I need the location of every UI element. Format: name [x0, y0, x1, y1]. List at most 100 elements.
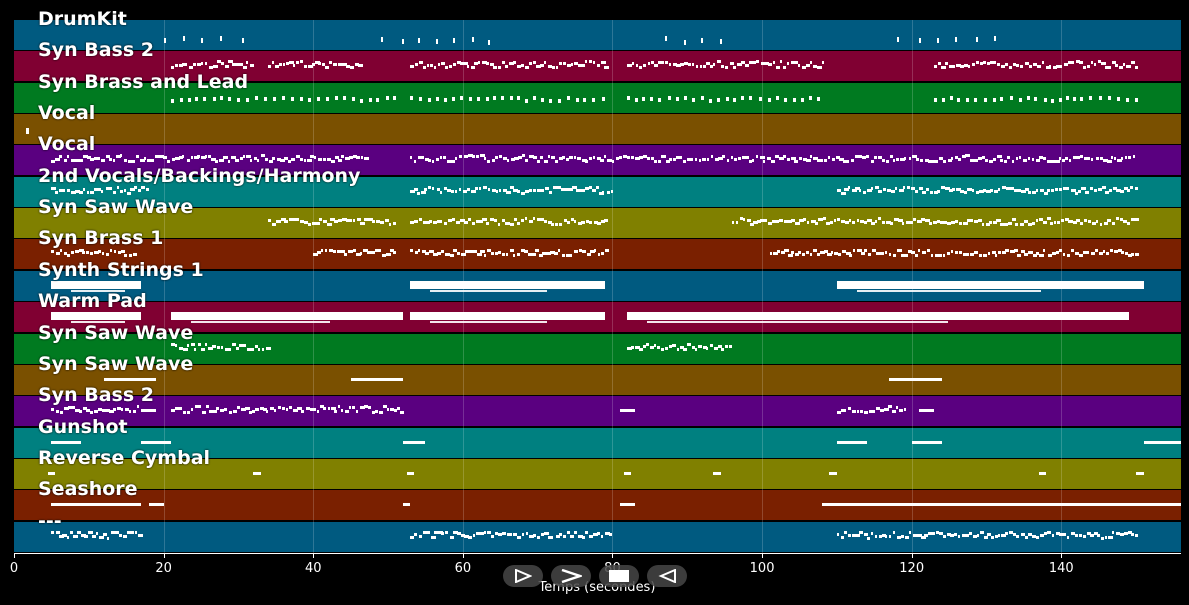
note — [187, 97, 191, 102]
note — [368, 217, 373, 221]
note — [388, 222, 392, 226]
note-block — [71, 321, 126, 324]
note — [1078, 534, 1082, 538]
note — [281, 96, 285, 101]
note — [1123, 187, 1129, 191]
note — [1032, 158, 1035, 162]
note — [1082, 250, 1087, 254]
track-row — [14, 51, 1181, 82]
note — [1051, 251, 1057, 255]
note — [516, 221, 521, 225]
note — [936, 38, 939, 44]
note — [551, 65, 556, 69]
note — [998, 533, 1001, 537]
note — [852, 410, 857, 414]
stop-button[interactable] — [599, 565, 639, 587]
note — [714, 157, 720, 161]
forward-button[interactable] — [551, 565, 591, 587]
note — [1068, 159, 1071, 163]
note — [262, 408, 267, 412]
note — [475, 220, 481, 224]
note — [609, 532, 612, 536]
note — [433, 253, 438, 257]
note — [1134, 534, 1138, 538]
note-block — [647, 321, 949, 324]
note — [706, 62, 710, 66]
note — [528, 188, 532, 192]
note — [66, 535, 70, 539]
note — [993, 158, 997, 162]
x-tick-label: 120 — [899, 561, 925, 576]
note — [97, 408, 102, 412]
note — [62, 533, 67, 537]
note — [123, 189, 127, 193]
note — [952, 64, 956, 68]
note — [200, 37, 203, 43]
note — [334, 220, 338, 224]
note — [1134, 218, 1139, 222]
note — [386, 407, 389, 411]
note — [1117, 96, 1121, 101]
note — [940, 186, 945, 190]
track-row — [14, 364, 1181, 395]
note — [543, 220, 547, 224]
note-block — [1136, 471, 1144, 475]
note — [1018, 98, 1022, 103]
back-button[interactable] — [647, 565, 687, 587]
note — [224, 64, 229, 68]
note — [128, 410, 132, 414]
note — [546, 252, 552, 256]
note — [510, 158, 515, 162]
note-block — [619, 503, 635, 507]
note — [309, 407, 314, 411]
note — [315, 221, 320, 225]
note — [565, 254, 571, 258]
note — [767, 222, 772, 226]
note — [489, 63, 494, 67]
play-button[interactable] — [503, 565, 543, 587]
note — [194, 405, 199, 409]
note — [348, 156, 354, 160]
note — [425, 158, 429, 162]
track-label: Syn Bass 2 — [38, 384, 154, 407]
note — [948, 188, 954, 192]
note-block — [1038, 471, 1047, 475]
note — [55, 252, 60, 256]
note — [964, 64, 969, 68]
track-label: Synth Strings 1 — [38, 258, 204, 281]
note — [1083, 156, 1088, 160]
note — [241, 38, 244, 44]
note — [1056, 531, 1060, 535]
note — [242, 343, 247, 347]
note — [649, 96, 653, 101]
note — [63, 406, 69, 410]
note — [315, 60, 320, 64]
note — [604, 249, 609, 253]
note — [1090, 61, 1094, 65]
note — [783, 66, 787, 70]
note — [885, 535, 888, 539]
note — [549, 191, 553, 195]
grid-line — [163, 20, 165, 553]
note — [59, 248, 62, 252]
note — [1117, 158, 1123, 162]
note — [489, 218, 495, 222]
note — [547, 64, 553, 68]
note — [1120, 157, 1123, 161]
note — [307, 64, 313, 68]
note — [672, 63, 677, 67]
note — [453, 531, 459, 535]
note — [642, 96, 646, 101]
note — [928, 160, 933, 164]
note — [475, 186, 478, 190]
note — [231, 62, 236, 66]
note — [311, 62, 315, 66]
note — [567, 188, 573, 192]
note — [820, 250, 826, 254]
note — [283, 156, 288, 160]
note — [506, 190, 512, 194]
note — [1131, 253, 1134, 257]
note — [991, 535, 995, 539]
note — [985, 222, 991, 226]
note — [1076, 155, 1081, 159]
